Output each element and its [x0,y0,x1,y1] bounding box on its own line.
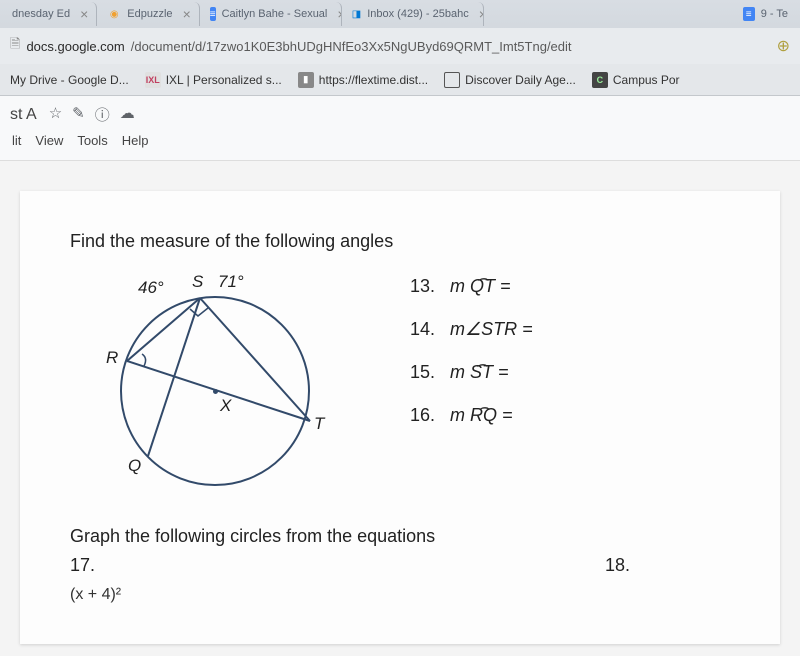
menu-help[interactable]: Help [122,133,149,148]
cloud-icon[interactable]: ☁ [120,104,135,125]
content-area: Find the measure of the following angles… [0,161,800,656]
star-icon[interactable]: ☆ [49,104,62,125]
q-text: m∠STR = [450,319,533,340]
tab-edpuzzle[interactable]: ◉ Edpuzzle × [99,2,199,26]
q-number: 15. [410,362,440,383]
angle-71: 71° [218,272,244,292]
question-13: 13. m ⌢QT = [410,276,533,297]
tab-caitlyn[interactable]: ≡ Caitlyn Bahe - Sexual × [202,2,342,26]
tab-label: 9 - Te [761,8,788,20]
tab-bar: dnesday Ed × ◉ Edpuzzle × ≡ Caitlyn Bahe… [0,0,800,28]
q-number: 13. [410,276,440,297]
tab-label: dnesday Ed [12,8,70,20]
label-s: S [192,272,203,292]
docs-header: st A ☆ ✎ ⓘ ☁ lit View Tools Help [0,96,800,161]
site-info-icon[interactable]: 🗎 [10,35,20,57]
angle-46: 46° [138,278,164,298]
tab-inbox[interactable]: ◨ Inbox (429) - 25bahc × [344,2,484,26]
doc-title[interactable]: st A [10,106,37,124]
tab-label: Inbox (429) - 25bahc [367,8,469,20]
share-icon[interactable]: ✎ [72,104,85,125]
label-x: X [220,396,231,416]
url-input[interactable]: 🗎 docs.google.com/document/d/17zwo1K0E3b… [10,35,777,57]
address-bar: 🗎 docs.google.com/document/d/17zwo1K0E3b… [0,28,800,64]
campus-icon: C [592,72,608,88]
flextime-icon: ▮ [298,72,314,88]
close-icon[interactable]: × [479,6,484,22]
tab-wednesday[interactable]: dnesday Ed × [4,2,97,26]
doc-menu: lit View Tools Help [10,125,790,152]
outlook-icon: ◨ [352,7,361,21]
docs-icon: ≡ [210,7,216,21]
url-path: /document/d/17zwo1K0E3bhUDgHNfEo3Xx5NgUB… [131,39,572,54]
bookmark-label: Discover Daily Age... [465,73,576,87]
question-15: 15. m ⌢ST = [410,362,533,383]
bookmarks-bar: My Drive - Google D... IXL IXL | Persona… [0,64,800,96]
close-icon[interactable]: × [337,6,341,22]
partial-equation: (x + 4)² [70,586,730,604]
url-host: docs.google.com [26,39,124,54]
tab-9te[interactable]: ≡ 9 - Te [735,3,796,25]
q-text: m ⌢RQ = [450,405,513,426]
browser-chrome: dnesday Ed × ◉ Edpuzzle × ≡ Caitlyn Bahe… [0,0,800,96]
edpuzzle-icon: ◉ [107,7,121,21]
doc-title-row: st A ☆ ✎ ⓘ ☁ [10,104,790,125]
menu-view[interactable]: View [35,133,63,148]
doc-icons: ☆ ✎ ⓘ ☁ [49,104,135,125]
info-icon[interactable]: ⓘ [95,104,110,125]
num-18: 18. [605,555,630,576]
tab-label: Edpuzzle [127,8,172,20]
q-number: 14. [410,319,440,340]
problem-row: 46° S 71° R Q T X 13. m ⌢QT = 14. m∠STR … [70,276,730,496]
circle-diagram: 46° S 71° R Q T X [70,276,350,496]
instruction-2: Graph the following circles from the equ… [70,526,730,547]
bookmark-discover[interactable]: Discover Daily Age... [444,72,576,88]
menu-edit[interactable]: lit [12,133,21,148]
question-16: 16. m ⌢RQ = [410,405,533,426]
doc-page: Find the measure of the following angles… [20,191,780,644]
bookmark-flextime[interactable]: ▮ https://flextime.dist... [298,72,428,88]
question-14: 14. m∠STR = [410,319,533,340]
label-t: T [314,414,324,434]
bottom-numbers: 17. 18. [70,555,730,576]
center-point [213,389,218,394]
q-text: m ⌢QT = [450,276,511,297]
bookmark-campus[interactable]: C Campus Por [592,72,680,88]
tab-label: Caitlyn Bahe - Sexual [222,8,328,20]
discover-icon [444,72,460,88]
bookmark-label: https://flextime.dist... [319,73,428,87]
num-17: 17. [70,555,95,576]
close-icon[interactable]: × [183,6,191,22]
label-r: R [106,348,118,368]
bookmark-label: My Drive - Google D... [10,73,129,87]
close-icon[interactable]: × [80,6,88,22]
instruction-text: Find the measure of the following angles [70,231,730,252]
diagram-lines [70,276,350,496]
q-text: m ⌢ST = [450,362,509,383]
bookmark-star-icon[interactable]: ⊕ [777,36,790,56]
bookmark-label: IXL | Personalized s... [166,73,282,87]
ixl-icon: IXL [145,72,161,88]
menu-tools[interactable]: Tools [77,133,107,148]
questions-list: 13. m ⌢QT = 14. m∠STR = 15. m ⌢ST = 16. … [410,276,533,426]
label-q: Q [128,456,141,476]
docs-icon: ≡ [743,7,755,21]
bookmark-label: Campus Por [613,73,680,87]
bookmark-ixl[interactable]: IXL IXL | Personalized s... [145,72,282,88]
bookmark-mydrive[interactable]: My Drive - Google D... [10,73,129,87]
q-number: 16. [410,405,440,426]
